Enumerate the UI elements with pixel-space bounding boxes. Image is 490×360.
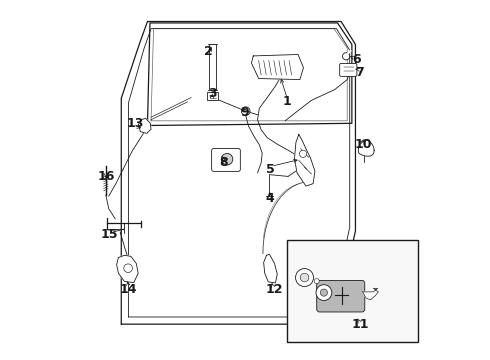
- Text: 8: 8: [219, 156, 228, 168]
- Polygon shape: [264, 254, 277, 283]
- Text: 15: 15: [101, 228, 118, 241]
- Polygon shape: [294, 134, 315, 186]
- Circle shape: [300, 273, 309, 282]
- Text: 11: 11: [352, 318, 369, 331]
- FancyBboxPatch shape: [212, 148, 240, 171]
- Text: 9: 9: [240, 106, 248, 119]
- Text: 1: 1: [283, 95, 292, 108]
- Circle shape: [295, 269, 314, 287]
- Text: 2: 2: [204, 45, 213, 58]
- Polygon shape: [363, 288, 378, 300]
- Polygon shape: [358, 140, 374, 156]
- FancyBboxPatch shape: [340, 63, 357, 76]
- Text: 12: 12: [266, 283, 283, 296]
- Bar: [207, 93, 218, 100]
- Circle shape: [343, 53, 350, 60]
- Bar: [287, 240, 418, 342]
- Circle shape: [314, 279, 319, 284]
- Text: 16: 16: [97, 170, 115, 183]
- Circle shape: [320, 289, 327, 296]
- Text: 13: 13: [127, 117, 145, 130]
- FancyBboxPatch shape: [317, 280, 365, 312]
- Polygon shape: [117, 255, 138, 283]
- Text: 3: 3: [208, 87, 216, 100]
- Text: 5: 5: [267, 163, 275, 176]
- Text: 4: 4: [266, 192, 274, 205]
- Text: 14: 14: [120, 283, 137, 296]
- Circle shape: [299, 150, 307, 157]
- Circle shape: [124, 264, 132, 273]
- Bar: [209, 44, 216, 90]
- Text: 7: 7: [355, 66, 364, 79]
- Polygon shape: [251, 54, 303, 80]
- Circle shape: [316, 285, 332, 301]
- Polygon shape: [139, 118, 151, 134]
- Text: 10: 10: [355, 138, 372, 151]
- Circle shape: [242, 107, 250, 116]
- Text: 6: 6: [352, 53, 361, 66]
- Circle shape: [221, 153, 233, 165]
